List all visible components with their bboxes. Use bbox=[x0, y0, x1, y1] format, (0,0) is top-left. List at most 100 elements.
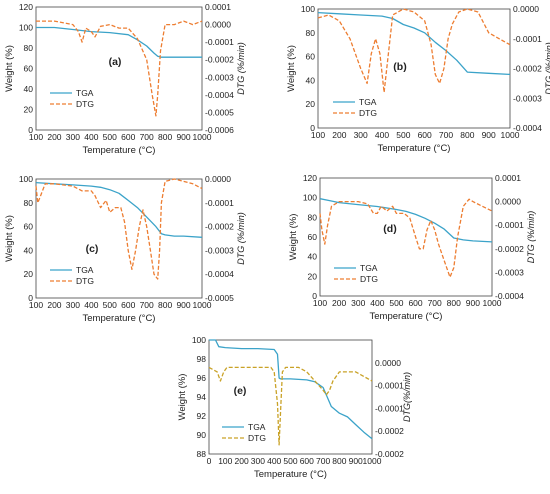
x-tick-label: 600 bbox=[121, 300, 135, 310]
y-tick-label: 40 bbox=[24, 84, 34, 94]
x-tick-label: 800 bbox=[460, 130, 474, 140]
y-tick-label: 80 bbox=[308, 212, 318, 222]
y2-tick-label: -0.0002 bbox=[375, 449, 404, 459]
y2-axis-title: DTG (%/min) bbox=[236, 212, 246, 265]
y2-tick-label: -0.0001 bbox=[375, 403, 404, 413]
x-tick-label: 1000 bbox=[363, 456, 382, 466]
x-axis-title: Temperature (°C) bbox=[83, 313, 156, 324]
x-tick-label: 800 bbox=[158, 132, 172, 142]
y-tick-label: 60 bbox=[306, 52, 316, 62]
x-tick-label: 600 bbox=[121, 132, 135, 142]
y2-tick-label: -0.0001 bbox=[205, 198, 234, 208]
series-line-dtg bbox=[35, 178, 203, 280]
series-line-tga bbox=[35, 181, 203, 238]
y-tick-label: 100 bbox=[19, 174, 33, 184]
x-tick-label: 900 bbox=[176, 132, 190, 142]
y2-tick-label: -0.0002 bbox=[205, 55, 234, 65]
y-tick-label: 80 bbox=[24, 198, 34, 208]
y2-axis-title: DTG (%/min) bbox=[526, 211, 536, 264]
y2-tick-label: -0.0005 bbox=[205, 293, 234, 303]
legend-label: DTG bbox=[76, 276, 94, 286]
y-tick-label: 80 bbox=[306, 28, 316, 38]
y2-tick-label: -0.0003 bbox=[205, 72, 234, 82]
x-tick-label: 400 bbox=[84, 300, 98, 310]
x-tick-label: 0 bbox=[207, 456, 212, 466]
x-tick-label: 100 bbox=[218, 456, 232, 466]
y-tick-label: 100 bbox=[301, 4, 315, 14]
y-tick-label: 98 bbox=[197, 354, 207, 364]
y2-axis-title: DTG (%/min) bbox=[544, 42, 550, 95]
x-tick-label: 1000 bbox=[193, 132, 212, 142]
y-tick-label: 20 bbox=[306, 99, 316, 109]
y-axis-title: Weight (%) bbox=[177, 374, 188, 421]
y-tick-label: 88 bbox=[197, 449, 207, 459]
y-axis-title: Weight (%) bbox=[4, 215, 15, 262]
x-tick-label: 100 bbox=[311, 130, 325, 140]
series-line-dtg bbox=[319, 198, 493, 278]
y2-tick-label: 0.0000 bbox=[375, 358, 401, 368]
x-tick-label: 900 bbox=[482, 130, 496, 140]
chart-panel-d: 100 200 300 400 500 600 700 800 900 1000 0 20 40 60 80… bbox=[288, 173, 536, 322]
x-axis-title: Temperature (°C) bbox=[370, 311, 443, 322]
y2-tick-label: -0.0002 bbox=[495, 244, 524, 254]
y-tick-label: 94 bbox=[197, 392, 207, 402]
x-tick-label: 400 bbox=[370, 298, 384, 308]
x-axis-title: Temperature (°C) bbox=[83, 145, 156, 156]
y2-tick-label: -0.0004 bbox=[205, 269, 234, 279]
x-tick-label: 400 bbox=[84, 132, 98, 142]
x-tick-label: 600 bbox=[408, 298, 422, 308]
y2-tick-label: -0.0004 bbox=[495, 291, 524, 301]
y-tick-label: 20 bbox=[308, 271, 318, 281]
y2-tick-label: -0.0004 bbox=[205, 90, 234, 100]
y2-tick-label: -0.0005 bbox=[205, 107, 234, 117]
legend-label: DTG bbox=[359, 108, 377, 118]
x-tick-label: 400 bbox=[375, 130, 389, 140]
x-tick-label: 200 bbox=[332, 130, 346, 140]
legend-label: DTG bbox=[76, 99, 94, 109]
x-tick-label: 400 bbox=[267, 456, 281, 466]
y2-tick-label: -0.0001 bbox=[375, 381, 404, 391]
x-tick-label: 100 bbox=[29, 300, 43, 310]
x-tick-label: 300 bbox=[354, 130, 368, 140]
x-tick-label: 900 bbox=[176, 300, 190, 310]
series-line-tga bbox=[36, 26, 202, 58]
y-axis-title: Weight (%) bbox=[4, 45, 15, 92]
series-line-tga bbox=[209, 339, 373, 440]
x-tick-label: 300 bbox=[251, 456, 265, 466]
y-tick-label: 100 bbox=[303, 193, 317, 203]
x-tick-label: 700 bbox=[428, 298, 442, 308]
x-tick-label: 100 bbox=[29, 132, 43, 142]
y-tick-label: 120 bbox=[303, 173, 317, 183]
legend-label: TGA bbox=[360, 263, 378, 273]
y2-tick-label: -0.0002 bbox=[513, 64, 542, 74]
y2-tick-label: 0.0000 bbox=[495, 197, 521, 207]
chart-panel-c: 100 200 300 400 500 600 700 800 900 1000 0 20 40 60 80… bbox=[4, 174, 246, 324]
legend-label: DTG bbox=[360, 274, 378, 284]
y2-tick-label: -0.0003 bbox=[513, 93, 542, 103]
y-tick-label: 100 bbox=[19, 23, 33, 33]
plot-frame bbox=[35, 6, 203, 131]
panel-label: (a) bbox=[109, 56, 122, 68]
plot-frame bbox=[35, 178, 203, 299]
x-tick-label: 1000 bbox=[193, 300, 212, 310]
x-tick-label: 500 bbox=[103, 132, 117, 142]
y2-tick-label: 0.0000 bbox=[205, 20, 231, 30]
y-tick-label: 96 bbox=[197, 373, 207, 383]
x-tick-label: 900 bbox=[349, 456, 363, 466]
x-tick-label: 700 bbox=[316, 456, 330, 466]
x-tick-label: 700 bbox=[439, 130, 453, 140]
x-tick-label: 300 bbox=[351, 298, 365, 308]
plot-frame bbox=[317, 8, 511, 129]
y2-tick-label: -0.0006 bbox=[205, 125, 234, 135]
y-tick-label: 120 bbox=[19, 2, 33, 12]
y-tick-label: 0 bbox=[28, 125, 33, 135]
x-tick-label: 700 bbox=[140, 132, 154, 142]
x-tick-label: 200 bbox=[47, 132, 61, 142]
y-tick-label: 0 bbox=[312, 291, 317, 301]
y2-tick-label: -0.0001 bbox=[513, 34, 542, 44]
y-tick-label: 40 bbox=[306, 75, 316, 85]
legend-label: TGA bbox=[76, 265, 94, 275]
y2-tick-label: -0.0002 bbox=[205, 222, 234, 232]
y-tick-label: 60 bbox=[24, 222, 34, 232]
